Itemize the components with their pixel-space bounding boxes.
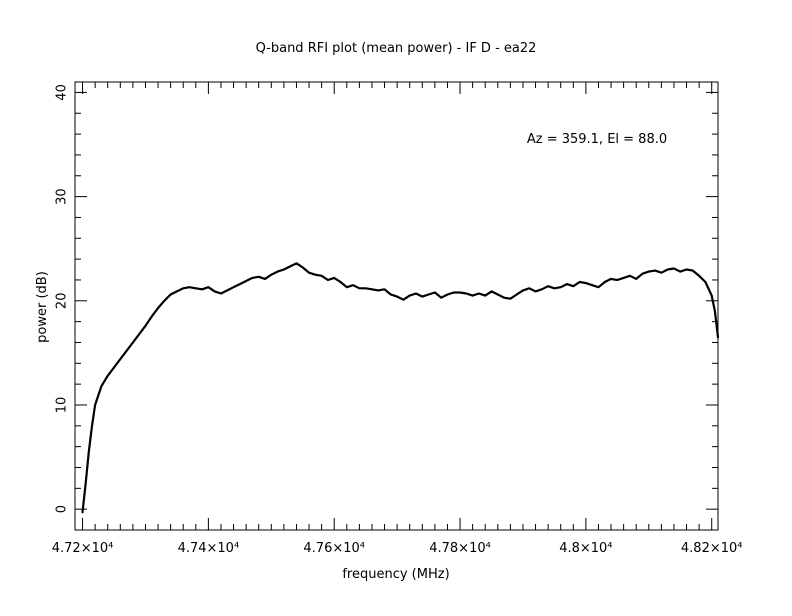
pointing-annotation: Az = 359.1, El = 88.0 [527, 132, 667, 147]
y-tick-label: 20 [55, 293, 70, 310]
y-tick-label: 10 [55, 397, 70, 414]
x-axis-label: frequency (MHz) [342, 567, 449, 582]
axes [74, 81, 719, 531]
y-axis-label: power (dB) [35, 271, 50, 343]
y-tick-label: 0 [55, 505, 70, 513]
tick-labels: 4.72×10⁴ 4.74×10⁴ 4.76×10⁴ 4.78×10⁴ 4.8×10⁴ 4… [52, 84, 743, 556]
x-tick-label: 4.74×10⁴ [178, 541, 240, 556]
chart-title: Q-band RFI plot (mean power) - IF D - ea… [256, 41, 537, 56]
y-tick-label: 30 [55, 188, 70, 205]
series-layer [81, 262, 720, 514]
plot-frame [74, 81, 719, 531]
mean-power-line [81, 262, 720, 514]
x-tick-label: 4.78×10⁴ [429, 541, 491, 556]
x-tick-label: 4.76×10⁴ [303, 541, 365, 556]
tick-marks [75, 82, 718, 531]
x-tick-label: 4.8×10⁴ [559, 541, 612, 556]
x-tick-label: 4.72×10⁴ [52, 541, 114, 556]
x-tick-label: 4.82×10⁴ [681, 541, 743, 556]
y-tick-label: 40 [55, 84, 70, 101]
